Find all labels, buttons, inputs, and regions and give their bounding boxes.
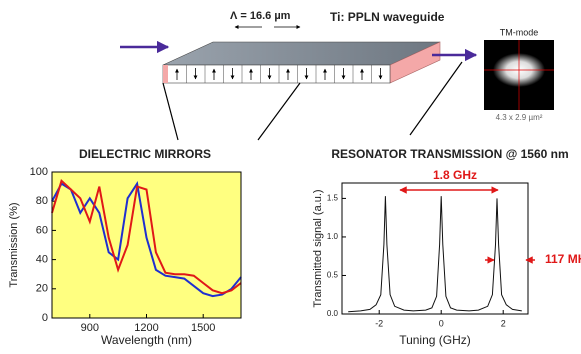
plot-area [342,183,528,314]
x-tick-label: 1500 [191,322,215,334]
x-axis-label: Wavelength (nm) [101,333,192,347]
y-axis-label: Transmitted signal (a.u.) [312,189,324,307]
x-axis-label: Tuning (GHz) [399,333,471,347]
zoom-line [409,61,463,136]
data-line [348,196,522,313]
y-tick-label: 0 [42,312,48,324]
y-tick-label: 1.5 [327,194,339,203]
y-tick-label: 40 [36,254,48,266]
domains [175,65,383,83]
x-tick-label: 900 [81,322,99,334]
plot-frame [51,171,242,319]
y-tick-label: 100 [30,166,48,178]
zoom-line [162,82,179,141]
y-tick-label: 0.0 [327,309,339,318]
x-tick-label: 0 [439,318,444,328]
plot-area [52,172,241,318]
y-tick-label: 60 [36,224,48,236]
y-tick-label: 1.0 [327,232,339,241]
chart-title: RESONATOR TRANSMISSION @ 1560 nm [331,147,568,161]
data-line [51,178,242,295]
x-tick-label: 2 [501,318,506,328]
waveguide-diagram: Λ = 16.6 µm Ti: PPLN waveguide TM-mode 4… [120,10,554,141]
period-label: Λ = 16.6 µm [230,10,291,22]
x-tick-label: 1200 [134,322,158,334]
plot-frame [341,182,529,315]
mode-size: 4.3 x 2.9 µm² [496,113,543,122]
annotation: 117 MHz [545,252,581,266]
chart-title: DIELECTRIC MIRRORS [79,147,211,161]
annotation: 1.8 GHz [433,168,477,182]
y-tick-label: 20 [36,283,48,295]
waveguide-edge [163,65,168,83]
mode-label: TM-mode [500,27,539,37]
y-tick-label: 0.5 [327,271,339,280]
y-tick-label: 80 [36,195,48,207]
waveguide-label: Ti: PPLN waveguide [330,10,445,24]
x-tick-label: -2 [375,318,383,328]
crystal-front [162,64,391,84]
zoom-line [257,82,301,141]
y-axis-label: Transmission (%) [8,202,20,287]
